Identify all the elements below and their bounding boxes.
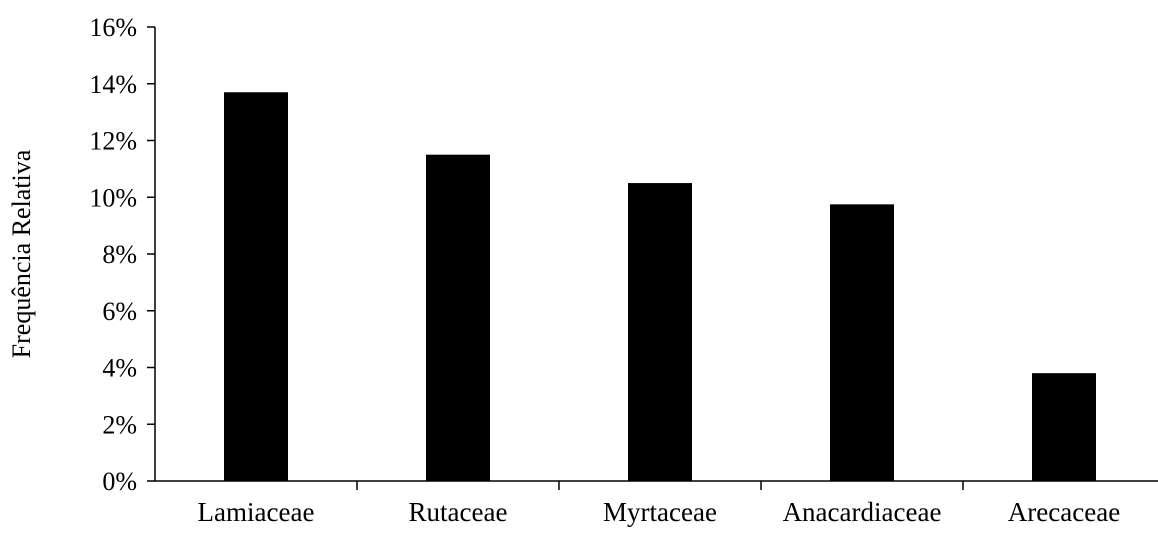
y-axis-ticks: 0% 2% 4% 6% 8% 10% 12% 14% 16% [89,13,155,496]
x-category-label: Myrtaceae [603,497,717,527]
y-tick-label: 2% [102,410,137,439]
x-category-label: Lamiaceae [198,497,315,527]
y-tick-label: 8% [102,240,137,269]
bar-arecaceae [1032,373,1096,481]
bars [224,92,1096,481]
bar-myrtaceae [628,183,692,481]
bar-lamiaceae [224,92,288,481]
y-axis-title: Frequência Relativa [7,149,36,358]
y-tick-label: 12% [89,127,137,156]
x-category-label: Arecaceae [1008,497,1120,527]
x-axis-ticks: Lamiaceae Rutaceae Myrtaceae Anacardiaceae A… [198,481,1120,527]
bar-anacardiaceae [830,204,894,481]
y-tick-label: 16% [89,13,137,42]
y-tick-label: 0% [102,467,137,496]
y-tick-label: 10% [89,183,137,212]
y-tick-label: 6% [102,297,137,326]
x-category-label: Rutaceae [409,497,508,527]
y-tick-label: 4% [102,354,137,383]
y-tick-label: 14% [89,70,137,99]
x-category-label: Anacardiaceae [783,497,942,527]
bar-rutaceae [426,154,490,481]
